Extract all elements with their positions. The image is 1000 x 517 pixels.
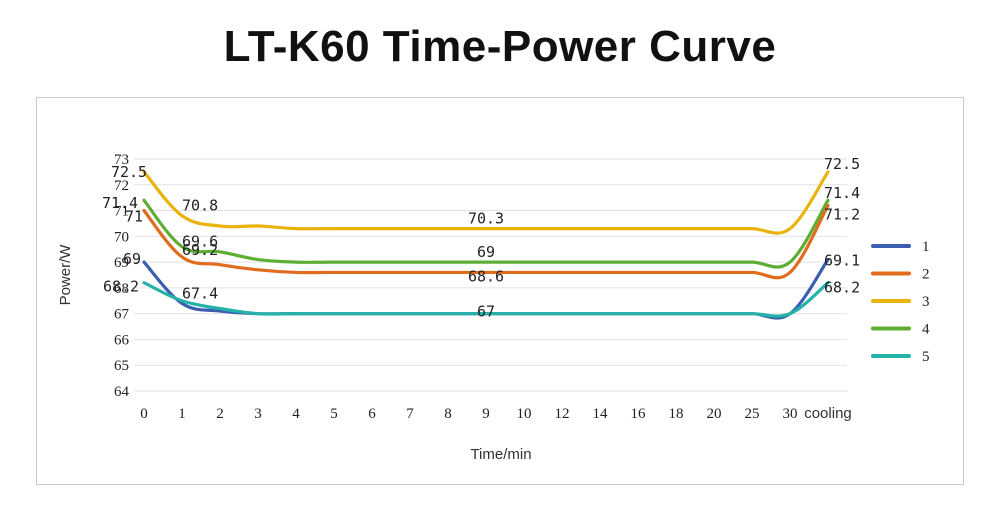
data-label: 71.4	[824, 184, 860, 202]
series-line-4	[142, 198, 830, 269]
data-label: 71.2	[824, 205, 860, 223]
x-tick-label: 10	[517, 406, 532, 422]
y-tick-label: 65	[114, 358, 129, 374]
data-label: 72.5	[824, 155, 860, 173]
x-tick-label: cooling	[804, 405, 852, 422]
x-tick-label: 4	[292, 406, 300, 422]
x-tick-label: 3	[254, 406, 262, 422]
x-tick-label: 8	[444, 406, 452, 422]
legend-label-5: 5	[922, 349, 930, 365]
data-label: 69.2	[182, 241, 218, 259]
legend-label-4: 4	[922, 322, 930, 338]
x-tick-label: 25	[745, 406, 760, 422]
legend: 1 2 3 4 5	[871, 239, 930, 365]
series-line-5	[142, 281, 830, 318]
data-label: 68.2	[824, 279, 860, 297]
series-line-3	[142, 170, 830, 235]
data-label: 71.4	[102, 194, 138, 212]
series-layer	[142, 170, 830, 320]
y-tick-label: 70	[114, 229, 129, 245]
data-label: 72.5	[111, 163, 147, 181]
y-tick-label: 68	[114, 281, 129, 297]
data-label: 69.6	[182, 233, 218, 251]
x-tick-label: 2	[216, 406, 224, 422]
x-tick-label: 1	[178, 406, 186, 422]
y-tick-label: 67	[114, 307, 130, 323]
page-title: LT-K60 Time-Power Curve	[223, 22, 777, 71]
legend-label-1: 1	[922, 239, 930, 255]
data-label: 70.3	[468, 210, 504, 228]
y-tick-label: 73	[114, 152, 129, 168]
x-tick-label: 16	[631, 406, 647, 422]
x-tick-label: 18	[669, 406, 684, 422]
y-tick-label: 71	[114, 204, 129, 220]
label-layer: 72.571.4716968.270.869.669.267.470.36968…	[102, 155, 860, 321]
legend-label-3: 3	[922, 294, 930, 310]
data-label: 70.8	[182, 197, 218, 215]
time-power-chart: 72.571.4716968.270.869.669.267.470.36968…	[57, 152, 930, 463]
y-axis-title: Power/W	[57, 244, 74, 306]
data-label: 67.4	[182, 284, 218, 302]
x-tick-label: 9	[482, 406, 490, 422]
x-tick-label: 14	[593, 406, 609, 422]
data-label: 68.2	[103, 278, 139, 296]
y-tick-label: 66	[114, 332, 130, 348]
data-label: 68.6	[468, 267, 504, 285]
y-tick-label: 72	[114, 178, 129, 194]
y-tick-label: 69	[114, 255, 129, 271]
x-tick-label: 20	[707, 406, 722, 422]
series-line-2	[142, 203, 830, 280]
data-label: 71	[125, 208, 143, 226]
data-label: 69.1	[824, 252, 860, 270]
y-tick-label: 64	[114, 384, 130, 400]
legend-label-2: 2	[922, 267, 930, 283]
x-tick-label: 6	[368, 406, 376, 422]
x-tick-label: 5	[330, 406, 338, 422]
x-tick-label: 12	[555, 406, 570, 422]
x-tick-label: 0	[140, 406, 148, 422]
x-axis-title: Time/min	[470, 446, 531, 463]
chart-frame: 72.5 71.4 71 69 68.2 70.8 69.6 69.2 67.4 70.3 69 68…	[36, 97, 964, 485]
data-label: 69	[123, 250, 141, 268]
data-label: 67	[477, 303, 495, 321]
data-label: 69	[477, 243, 495, 261]
x-tick-label: 30	[783, 406, 798, 422]
x-tick-label: 7	[406, 406, 414, 422]
